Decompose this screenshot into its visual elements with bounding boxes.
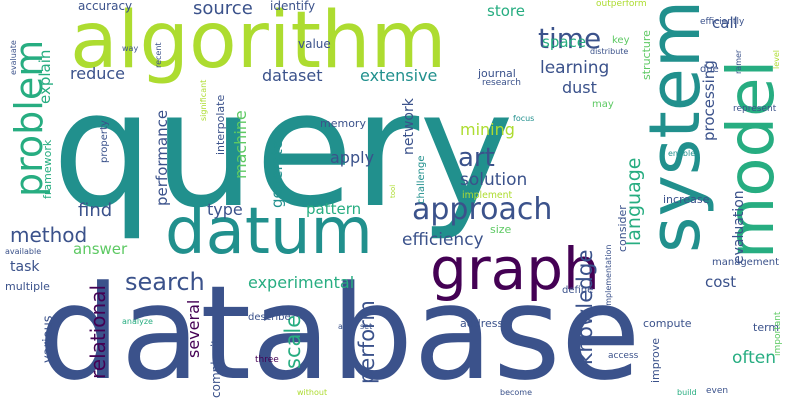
- word-level: level: [772, 49, 781, 69]
- word-key: key: [612, 35, 630, 46]
- word-size: size: [490, 223, 512, 236]
- word-store: store: [487, 2, 525, 20]
- word-memory: memory: [320, 117, 366, 130]
- word-type: type: [207, 200, 243, 219]
- word-source: source: [193, 0, 253, 19]
- word-dust: dust: [562, 78, 597, 97]
- word-outperform: outperform: [596, 0, 647, 9]
- word-implement: implement: [462, 190, 513, 201]
- word-time: time: [538, 22, 602, 55]
- word-three: three: [255, 355, 279, 365]
- word-structure: structure: [640, 30, 653, 80]
- word-way: way: [122, 44, 139, 53]
- word-find: find: [78, 200, 113, 221]
- word-pattern: pattern: [306, 200, 362, 218]
- word-recent: recent: [154, 42, 163, 68]
- word-even: even: [706, 386, 729, 396]
- word-access: access: [608, 351, 639, 361]
- word-several: several: [184, 299, 203, 358]
- word-compute: compute: [643, 317, 692, 330]
- word-management: management: [712, 257, 779, 268]
- word-efficiency: efficiency: [402, 230, 484, 250]
- word-search: search: [125, 268, 205, 296]
- word-relational: relational: [86, 284, 110, 379]
- word-ramer: ramer: [734, 49, 743, 74]
- word-perform: perform: [355, 300, 379, 384]
- word-journal: journal: [478, 67, 516, 80]
- word-dataset: dataset: [262, 66, 323, 85]
- word-implementation: implementation: [604, 244, 613, 308]
- word-call: call: [712, 14, 738, 32]
- word-enable: enable: [668, 149, 696, 158]
- word-significant: significant: [199, 79, 208, 121]
- word-become: become: [500, 388, 533, 397]
- word-machine: machine: [231, 110, 250, 179]
- word-graph: graph: [430, 235, 600, 303]
- word-often: often: [732, 348, 776, 368]
- word-space: space: [542, 33, 587, 51]
- word-performance: performance: [153, 109, 171, 206]
- word-consider: consider: [616, 205, 629, 252]
- word-efficiently: efficiently: [700, 17, 745, 27]
- word-value: value: [298, 37, 331, 51]
- word-explain: explain: [36, 49, 54, 104]
- word-reduce: reduce: [70, 64, 126, 83]
- word-knowledge: knowledge: [573, 249, 598, 365]
- word-various: various: [41, 315, 56, 363]
- word-evaluation: evaluation: [731, 190, 747, 264]
- word-set: set: [360, 322, 373, 331]
- word-model: model: [715, 59, 789, 259]
- word-network: network: [401, 98, 417, 155]
- word-method: method: [10, 223, 88, 247]
- word-answer: answer: [73, 240, 128, 258]
- word-mining: mining: [460, 120, 515, 139]
- word-term: term: [753, 321, 780, 334]
- word-analyze: analyze: [122, 317, 153, 326]
- word-learning: learning: [540, 58, 610, 78]
- word-framework: framework: [41, 139, 54, 199]
- word-without: without: [297, 388, 328, 397]
- word-may: may: [592, 99, 614, 110]
- word-describe: describe: [248, 312, 291, 323]
- word-extensive: extensive: [360, 66, 438, 85]
- word-identify: identify: [270, 0, 316, 13]
- word-improve: improve: [649, 337, 662, 383]
- word-research: research: [482, 78, 521, 88]
- word-generate: generate: [268, 140, 286, 208]
- word-datum: datum: [165, 195, 373, 269]
- word-approach: approach: [412, 192, 553, 227]
- word-apply: apply: [330, 148, 375, 167]
- word-cost: cost: [705, 273, 737, 291]
- word-challenge: challenge: [416, 155, 427, 204]
- word-define: define: [562, 285, 594, 296]
- word-evaluate: evaluate: [9, 40, 18, 75]
- word-distribute: distribute: [590, 47, 629, 56]
- word-represent: represent: [733, 104, 777, 114]
- word-complexity: complexity: [209, 332, 223, 398]
- word-multiple: multiple: [5, 280, 50, 293]
- word-tool: tool: [389, 184, 397, 198]
- word-experimental: experimental: [248, 273, 355, 292]
- word-property: property: [99, 120, 110, 163]
- word-database: database: [38, 257, 641, 400]
- word-accuracy: accuracy: [78, 0, 133, 13]
- word-art: art: [458, 143, 495, 173]
- word-algorithm: algorithm: [70, 0, 447, 86]
- word-solution: solution: [460, 170, 528, 190]
- word-query: query: [52, 56, 514, 243]
- word-increase: increase: [663, 193, 710, 206]
- word-due: due: [700, 64, 719, 75]
- word-address: address: [460, 317, 504, 330]
- word-available: available: [5, 247, 42, 256]
- word-task: task: [10, 259, 40, 275]
- word-focus: focus: [513, 114, 535, 123]
- word-interpolate: interpolate: [214, 94, 227, 155]
- word-aim: aim: [338, 322, 353, 331]
- word-build: build: [677, 388, 697, 397]
- word-important: important: [773, 311, 783, 356]
